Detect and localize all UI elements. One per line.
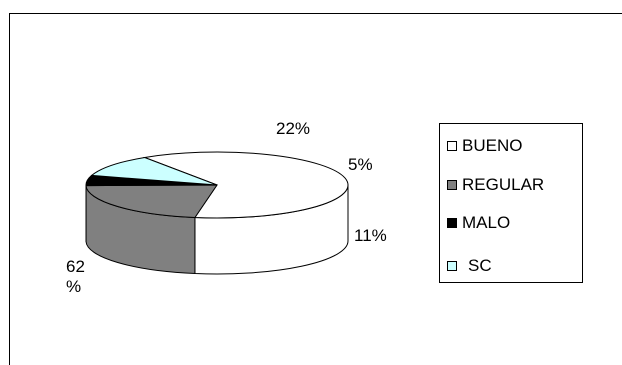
- legend-swatch-regular: [447, 180, 457, 190]
- data-label-sc: 11%: [354, 226, 387, 245]
- legend-label-regular: REGULAR: [462, 175, 545, 194]
- legend-label-bueno: BUENO: [462, 136, 523, 155]
- pie-slices: [85, 151, 349, 219]
- pie-slice-bueno: [142, 151, 349, 219]
- legend-swatch-malo: [447, 218, 457, 228]
- data-label-regular: 22%: [276, 119, 310, 138]
- chart-area: [9, 13, 622, 365]
- legend-item-malo: MALO: [447, 212, 510, 234]
- pie-sides: [85, 184, 349, 275]
- data-label-bueno: 62%: [66, 257, 85, 296]
- legend-item-sc: SC: [447, 255, 492, 277]
- legend: BUENO REGULAR MALO SC: [439, 123, 583, 283]
- pie-slice-sc: [90, 156, 218, 186]
- legend-swatch-bueno: [447, 141, 457, 151]
- data-label-malo: 5%: [348, 155, 373, 174]
- pie-slice-regular: [85, 184, 218, 219]
- legend-item-regular: REGULAR: [447, 174, 544, 196]
- legend-item-bueno: BUENO: [447, 135, 522, 157]
- pie-data-labels: 62 % 22% 5% 11%: [66, 119, 387, 296]
- legend-swatch-sc: [447, 261, 457, 271]
- legend-label-malo: MALO: [462, 213, 511, 232]
- legend-label-sc: SC: [468, 256, 492, 275]
